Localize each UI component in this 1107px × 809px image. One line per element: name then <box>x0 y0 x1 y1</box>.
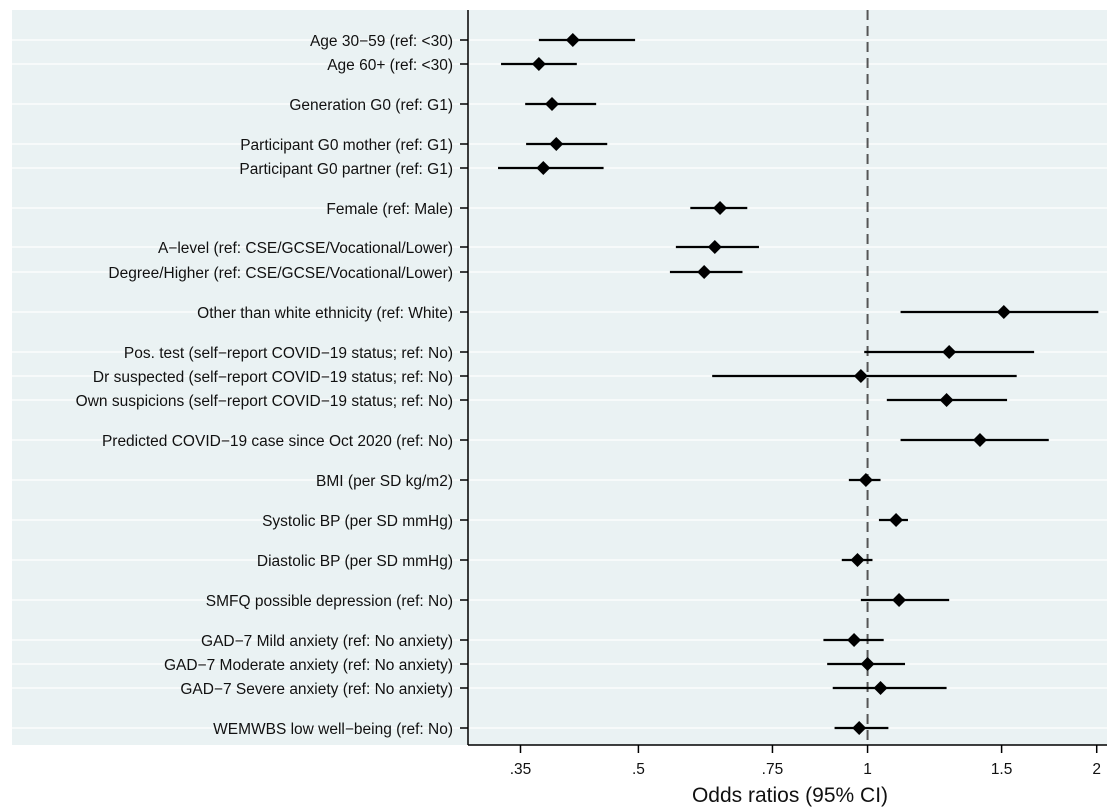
row-label: Age 60+ (ref: <30) <box>327 57 453 74</box>
point-estimate-diamond <box>545 97 560 111</box>
row-label: Diastolic BP (per SD mmHg) <box>257 553 453 570</box>
row-label: Dr suspected (self−report COVID−19 statu… <box>93 369 453 386</box>
point-estimate-diamond <box>847 633 862 647</box>
estimate-row: Diastolic BP (per SD mmHg) <box>257 553 873 570</box>
estimate-rows: Age 30−59 (ref: <30) Age 60+ (ref: <30) Ge… <box>76 33 1099 738</box>
estimate-row: Own suspicions (self−report COVID−19 sta… <box>76 393 1008 410</box>
point-estimate-diamond <box>858 473 873 487</box>
row-label: Age 30−59 (ref: <30) <box>310 33 453 50</box>
point-estimate-diamond <box>713 201 728 215</box>
row-label: Systolic BP (per SD mmHg) <box>262 513 453 530</box>
estimate-row: Other than white ethnicity (ref: White) <box>197 305 1099 322</box>
estimate-row: Participant G0 partner (ref: G1) <box>239 161 604 178</box>
row-label: Degree/Higher (ref: CSE/GCSE/Vocational/… <box>108 265 453 282</box>
point-estimate-diamond <box>996 305 1011 319</box>
row-label: Participant G0 mother (ref: G1) <box>240 137 453 154</box>
estimate-row: WEMWBS low well−being (ref: No) <box>213 721 889 738</box>
row-label: Participant G0 partner (ref: G1) <box>239 161 453 178</box>
x-tick-label: .35 <box>510 761 532 778</box>
x-tick-label: .5 <box>632 761 645 778</box>
x-axis-ticks: .35 .5 .75 1 1.5 2 <box>510 745 1101 778</box>
row-label: Pos. test (self−report COVID−19 status; … <box>124 345 453 362</box>
point-estimate-diamond <box>852 721 867 735</box>
row-label: Other than white ethnicity (ref: White) <box>197 305 453 322</box>
estimate-row: Participant G0 mother (ref: G1) <box>240 137 608 154</box>
estimate-row: GAD−7 Severe anxiety (ref: No anxiety) <box>180 681 947 698</box>
point-estimate-diamond <box>697 265 712 279</box>
row-label: GAD−7 Mild anxiety (ref: No anxiety) <box>201 633 453 650</box>
point-estimate-diamond <box>853 369 868 383</box>
point-estimate-diamond <box>972 433 987 447</box>
estimate-row: Predicted COVID−19 case since Oct 2020 (… <box>102 433 1049 450</box>
estimate-row: Systolic BP (per SD mmHg) <box>262 513 908 530</box>
point-estimate-diamond <box>531 57 546 71</box>
point-estimate-diamond <box>549 137 564 151</box>
point-estimate-diamond <box>889 513 904 527</box>
row-label: A−level (ref: CSE/GCSE/Vocational/Lower) <box>158 240 453 257</box>
x-tick-label: 1 <box>863 761 872 778</box>
point-estimate-diamond <box>942 345 957 359</box>
point-estimate-diamond <box>565 33 580 47</box>
row-label: BMI (per SD kg/m2) <box>316 473 453 490</box>
row-label: GAD−7 Moderate anxiety (ref: No anxiety) <box>164 657 453 674</box>
point-estimate-diamond <box>860 657 875 671</box>
row-label: Predicted COVID−19 case since Oct 2020 (… <box>102 433 453 450</box>
estimate-row: GAD−7 Moderate anxiety (ref: No anxiety) <box>164 657 906 674</box>
row-label: Generation G0 (ref: G1) <box>289 97 453 114</box>
point-estimate-diamond <box>707 240 722 254</box>
row-label: SMFQ possible depression (ref: No) <box>206 593 453 610</box>
x-axis-label: Odds ratios (95% CI) <box>692 784 888 807</box>
row-label: Own suspicions (self−report COVID−19 sta… <box>76 393 453 410</box>
estimate-row: Dr suspected (self−report COVID−19 statu… <box>93 369 1017 386</box>
estimate-row: SMFQ possible depression (ref: No) <box>206 593 950 610</box>
x-tick-label: 1.5 <box>991 761 1013 778</box>
estimate-row: GAD−7 Mild anxiety (ref: No anxiety) <box>201 633 884 650</box>
row-label: GAD−7 Severe anxiety (ref: No anxiety) <box>180 681 453 698</box>
point-estimate-diamond <box>939 393 954 407</box>
point-estimate-diamond <box>850 553 865 567</box>
plot-area <box>12 10 1107 745</box>
estimate-row: Female (ref: Male) <box>326 201 748 218</box>
point-estimate-diamond <box>536 161 551 175</box>
point-estimate-diamond <box>873 681 888 695</box>
x-tick-label: 2 <box>1092 761 1101 778</box>
estimate-row: Age 30−59 (ref: <30) <box>310 33 636 50</box>
estimate-row: Generation G0 (ref: G1) <box>289 97 597 114</box>
estimate-row: A−level (ref: CSE/GCSE/Vocational/Lower) <box>158 240 759 257</box>
x-tick-label: .75 <box>762 761 784 778</box>
row-label: Female (ref: Male) <box>326 201 453 218</box>
estimate-row: Pos. test (self−report COVID−19 status; … <box>124 345 1035 362</box>
point-estimate-diamond <box>892 593 907 607</box>
row-label: WEMWBS low well−being (ref: No) <box>213 721 453 738</box>
estimate-row: Degree/Higher (ref: CSE/GCSE/Vocational/… <box>108 265 743 282</box>
estimate-row: BMI (per SD kg/m2) <box>316 473 881 490</box>
estimate-row: Age 60+ (ref: <30) <box>327 57 577 74</box>
